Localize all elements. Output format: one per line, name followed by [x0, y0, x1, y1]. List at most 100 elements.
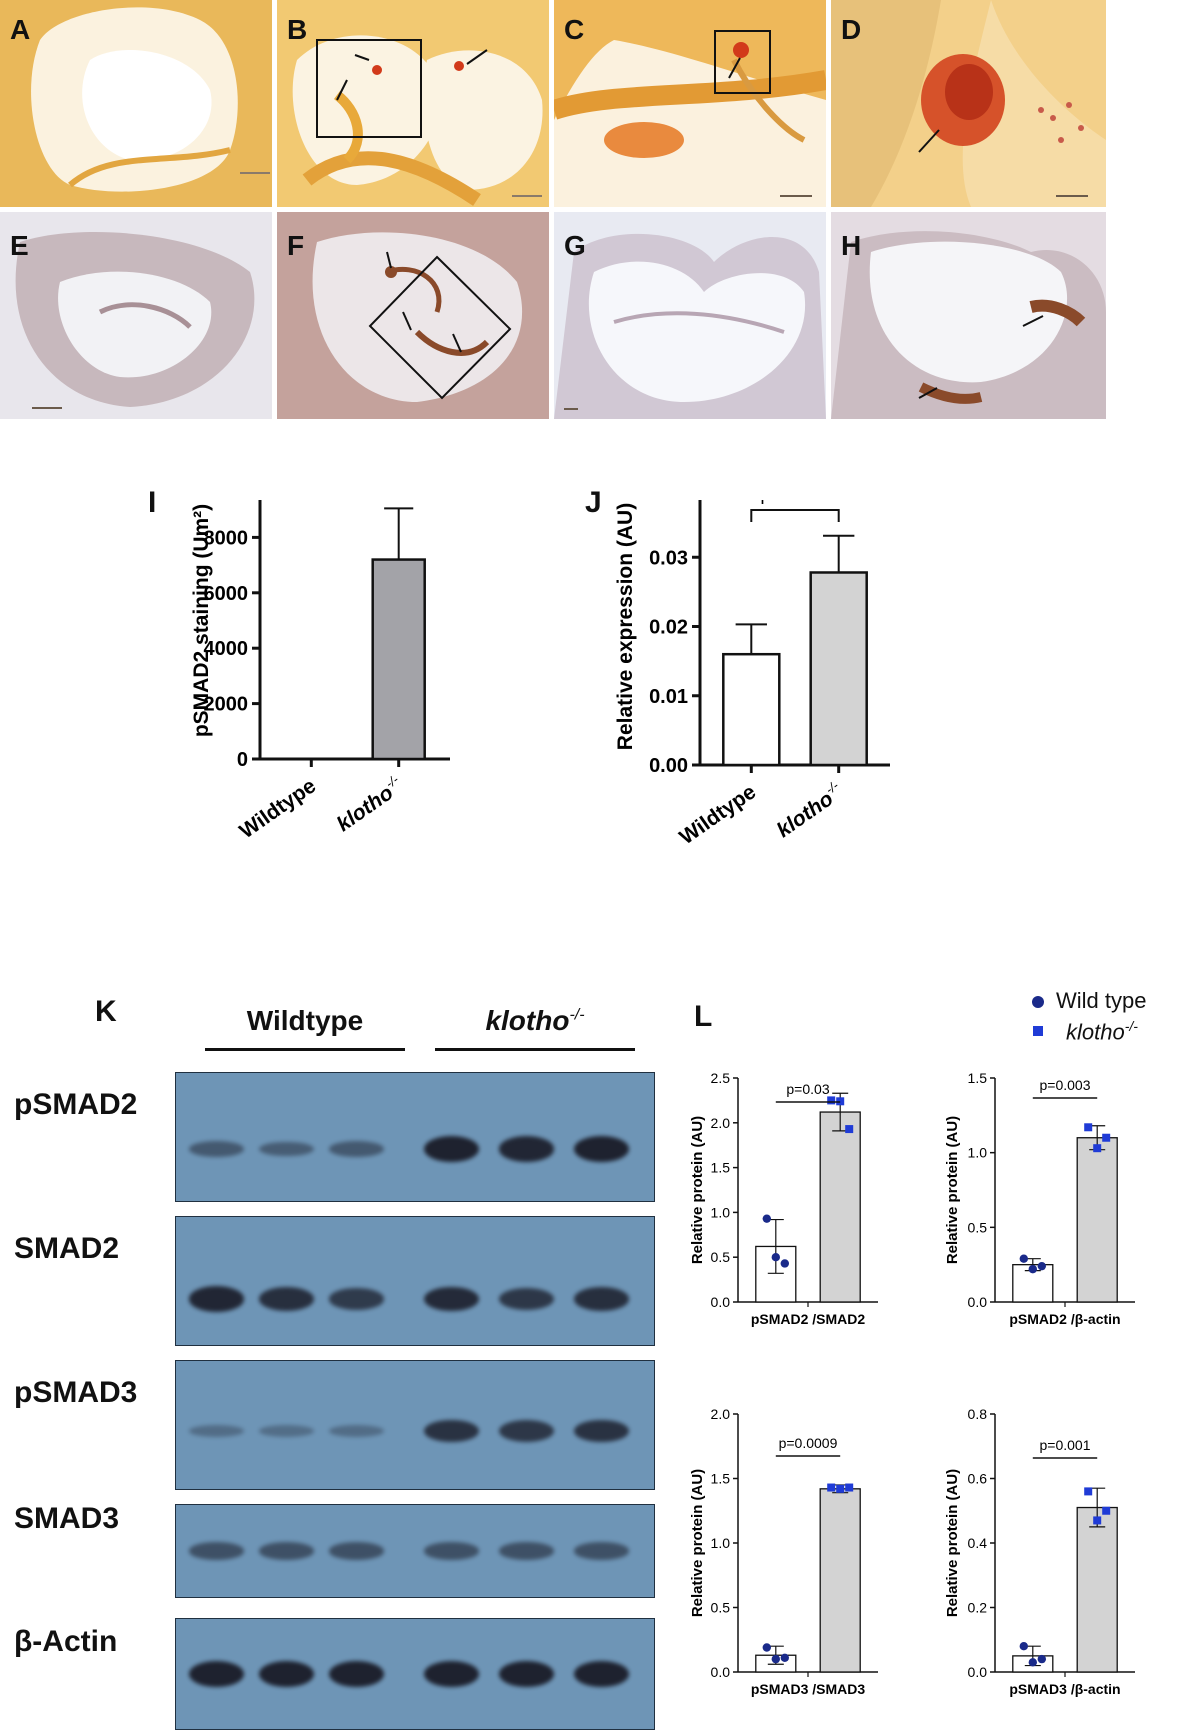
blot-band: [328, 1425, 384, 1437]
panel-label-c: C: [564, 14, 585, 45]
histology-image-a: [0, 0, 272, 207]
chart-l3: 0.0 0.5 1.0 1.5 2.0 Relative protein (AU) p=0.…: [689, 1406, 878, 1697]
histology-image-h: [831, 212, 1106, 419]
blot-band: [423, 1542, 479, 1560]
panel-label-g: G: [564, 230, 586, 261]
y-tick-label: 1.5: [711, 1160, 731, 1176]
x-tick-label: klotho-/-: [331, 771, 408, 836]
y-tick-label: 1.5: [968, 1070, 988, 1086]
data-point-wildtype: [1019, 1254, 1028, 1263]
legend-klotho-label: klotho: [1066, 1019, 1125, 1045]
histology-panel-a: A: [0, 0, 272, 207]
blot-group-klotho-label: klotho: [485, 1005, 570, 1036]
blot-group-wildtype-label: Wildtype: [246, 1005, 364, 1036]
y-tick-label: 0.00: [649, 755, 688, 777]
bar: [819, 1111, 861, 1303]
legend-klotho-text: klotho-/-: [1066, 1018, 1138, 1045]
blot-band: [423, 1136, 479, 1162]
blot-band: [328, 1542, 384, 1560]
data-point-klotho: [845, 1483, 854, 1492]
blot-band: [188, 1661, 244, 1687]
blot-band: [328, 1661, 384, 1687]
chart-i: 0200040006000800010000pSMAD2 staining (U…: [190, 500, 450, 843]
data-point-wildtype: [780, 1259, 789, 1268]
bar: [819, 1488, 861, 1673]
y-tick-label: 8000: [204, 527, 249, 549]
panel-label-e: E: [10, 230, 29, 261]
panel-label-b: B: [287, 14, 308, 45]
histology-image-g: [554, 212, 826, 419]
histology-image-f: [277, 212, 549, 419]
blot-band: [188, 1141, 244, 1157]
blot-band: [573, 1661, 629, 1687]
y-tick-label: 1.0: [711, 1204, 731, 1220]
y-tick-label: 0.2: [968, 1600, 988, 1616]
panel-label-i: I: [148, 486, 157, 519]
histology-panel-f: F: [277, 212, 549, 419]
data-point-wildtype: [771, 1253, 780, 1262]
data-point-klotho: [1102, 1506, 1111, 1515]
blot-band: [573, 1542, 629, 1560]
y-tick-label: 0.01: [649, 686, 688, 708]
blot-band: [328, 1288, 384, 1310]
data-point-klotho: [1093, 1144, 1102, 1153]
y-axis-label: Relative expression (AU): [614, 503, 637, 750]
y-axis-label: Relative protein (AU): [689, 1116, 706, 1264]
blot-row-label: pSMAD3: [14, 1376, 138, 1409]
x-axis-label: pSMAD3 /β-actin: [1009, 1681, 1120, 1697]
blot-band: [498, 1661, 554, 1687]
data-point-klotho: [1084, 1487, 1093, 1496]
histology-image-c: [554, 0, 826, 207]
y-tick-label: 0.4: [968, 1535, 988, 1551]
panel-label-a: A: [10, 14, 31, 45]
data-point-wildtype: [762, 1643, 771, 1652]
data-point-klotho: [827, 1483, 836, 1492]
histology-panel-b: B: [277, 0, 549, 207]
blot-band: [258, 1141, 314, 1157]
blot-band: [573, 1287, 629, 1311]
data-point-wildtype: [762, 1214, 771, 1223]
panel-label-j: J: [585, 486, 602, 519]
blot-band: [258, 1542, 314, 1560]
p-value: p=0.031: [760, 500, 829, 505]
data-point-klotho: [836, 1484, 845, 1493]
legend-klotho-marker: [1033, 1026, 1043, 1036]
x-tick-label: Wildtype: [235, 774, 320, 843]
blot-band: [573, 1136, 629, 1162]
blot-band: [423, 1661, 479, 1687]
y-tick-label: 0.6: [968, 1471, 988, 1487]
blot-group-wildtype: Wildtype: [205, 1005, 405, 1037]
y-tick-label: 2.0: [711, 1115, 731, 1131]
blot-group-underline-klotho: [435, 1048, 635, 1051]
panel-label-l: L: [694, 1000, 713, 1033]
p-value: p=0.001: [1040, 1437, 1091, 1453]
blot-band: [573, 1419, 629, 1443]
blot-band: [258, 1287, 314, 1311]
blot-group-klotho-superscript: -/-: [569, 1006, 585, 1024]
x-tick-label: klotho-/-: [771, 777, 848, 842]
p-value: p=0.03: [786, 1081, 829, 1097]
panel-label-k: K: [95, 995, 117, 1028]
y-tick-label: 1.0: [968, 1145, 988, 1161]
blot-band: [498, 1136, 554, 1162]
panel-label-f: F: [287, 230, 305, 261]
data-point-klotho: [836, 1097, 845, 1106]
legend-wildtype-marker: [1032, 996, 1044, 1008]
blot-strip: [175, 1360, 655, 1490]
data-point-klotho: [845, 1125, 854, 1134]
blot-band: [258, 1661, 314, 1687]
y-tick-label: 0.5: [968, 1219, 988, 1235]
x-axis-label: pSMAD2 /SMAD2: [751, 1311, 866, 1327]
blot-strip: [175, 1504, 655, 1598]
blot-row-label: SMAD3: [14, 1502, 120, 1535]
blot-band: [423, 1419, 479, 1443]
y-tick-label: 6000: [204, 583, 249, 605]
y-tick-label: 0.8: [968, 1406, 988, 1422]
x-axis-label: pSMAD2 /β-actin: [1009, 1311, 1120, 1327]
histology-image-e: [0, 212, 272, 419]
y-tick-label: 0.0: [968, 1294, 988, 1310]
bar: [1076, 1137, 1118, 1303]
histology-panel-g: G: [554, 212, 826, 419]
y-tick-label: 0.03: [649, 547, 688, 569]
data-point-wildtype: [780, 1653, 789, 1663]
